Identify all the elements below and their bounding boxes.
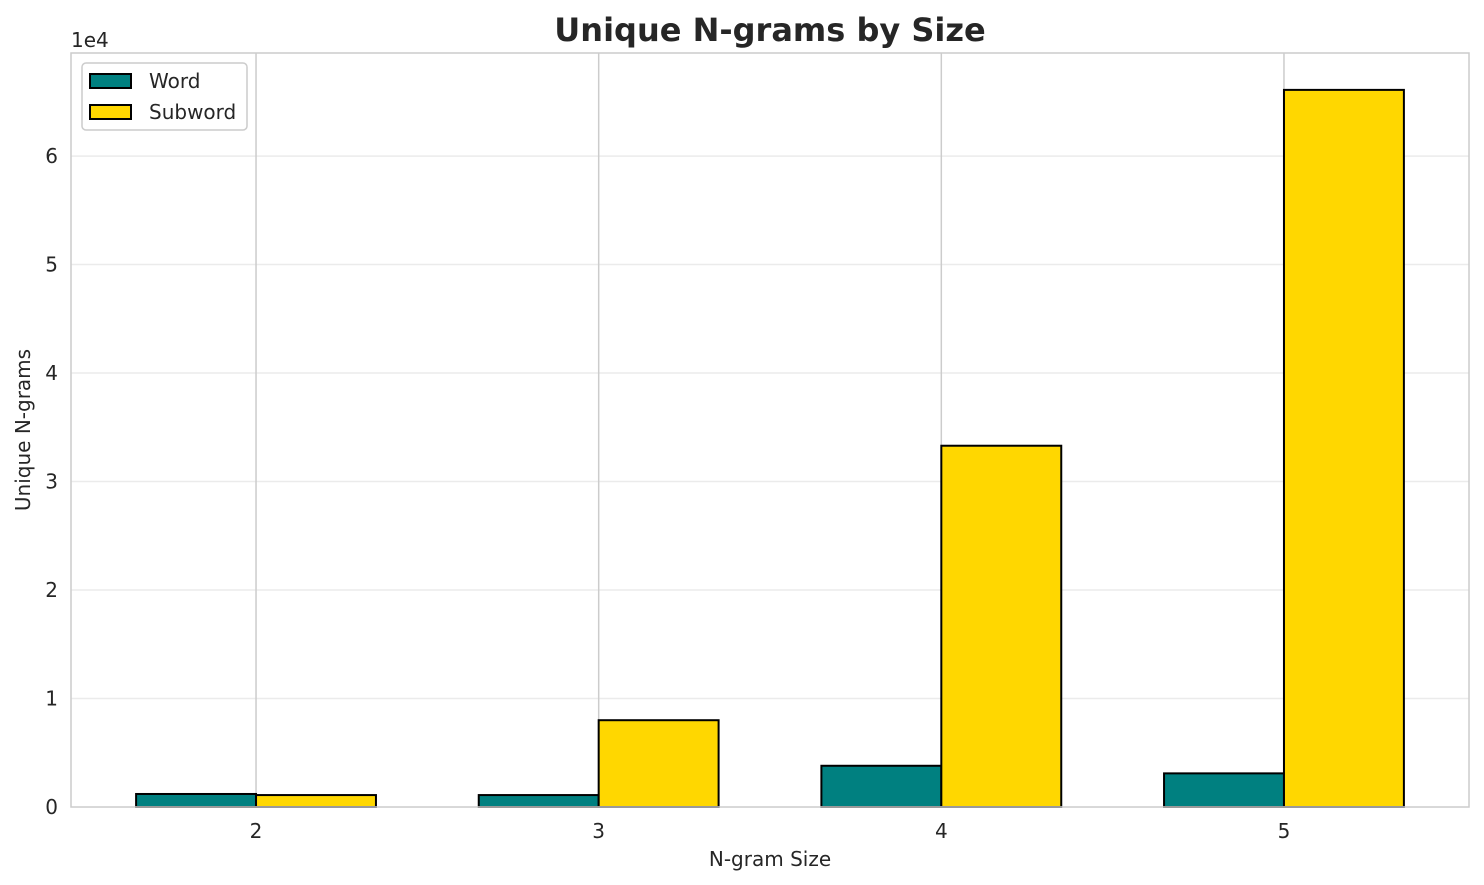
bar-subword [255, 794, 377, 808]
x-tick-label: 5 [1278, 819, 1291, 843]
legend-swatch-subword [89, 104, 132, 120]
x-tick-label: 2 [250, 819, 263, 843]
y-axis-label: Unique N-grams [11, 349, 35, 511]
bar-subword [597, 719, 720, 808]
bar-word [820, 764, 943, 809]
x-tick-label: 4 [935, 819, 948, 843]
x-tick-label: 3 [592, 819, 605, 843]
y-tick-label: 1 [45, 687, 58, 711]
bar-word [477, 794, 600, 808]
legend-label-subword: Subword [149, 100, 236, 124]
y-tick-label: 3 [45, 470, 58, 494]
y-tick-label: 6 [45, 144, 58, 168]
legend-label-word: Word [149, 69, 200, 93]
plot-frame [70, 52, 1470, 808]
y-tick-label: 5 [45, 253, 58, 277]
legend-swatch-word [89, 73, 132, 89]
y-tick-label: 4 [45, 361, 58, 385]
y-tick-label: 0 [45, 795, 58, 819]
bar-word [1163, 772, 1285, 808]
chart-title: Unique N-grams by Size [554, 11, 985, 49]
x-axis-label: N-gram Size [709, 847, 831, 871]
y-axis-offset-text: 1e4 [71, 28, 109, 52]
legend: Word Subword [81, 62, 248, 131]
bar-subword [1282, 88, 1405, 808]
bar-subword [940, 444, 1063, 808]
y-tick-label: 2 [45, 578, 58, 602]
tick-labels: 0 1 2 3 4 5 6 2 3 4 5 [45, 144, 1290, 843]
bar-word [135, 792, 258, 809]
